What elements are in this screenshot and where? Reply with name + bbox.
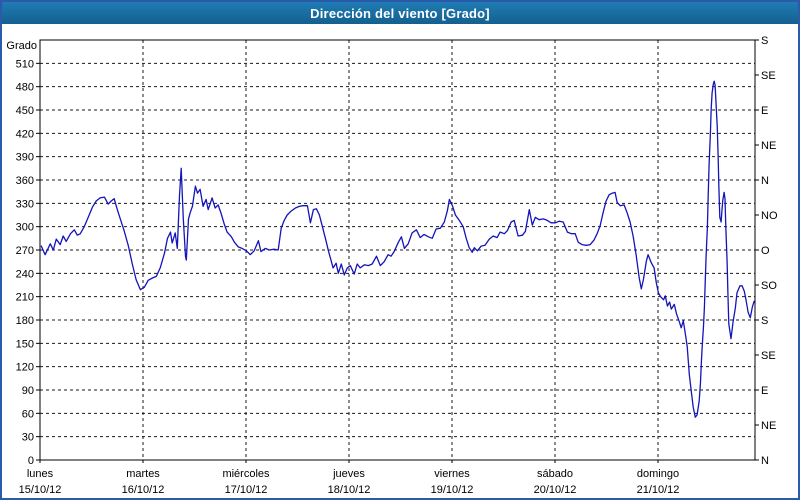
x-day-date-label: 20/10/12 [534,484,577,496]
title-bar: Dirección del viento [Grado] [2,2,798,24]
y-right-compass-label: E [761,105,768,117]
x-day-name-label: miércoles [222,468,270,480]
y-right-compass-label: S [761,35,768,47]
x-day-date-label: 16/10/12 [122,484,165,496]
x-day-name-label: jueves [332,468,365,480]
y-left-tick-label: 480 [16,82,34,94]
y-left-tick-label: 180 [16,315,34,327]
x-day-name-label: viernes [434,468,470,480]
y-left-tick-label: 270 [16,245,34,257]
y-right-compass-label: N [761,455,769,467]
y-left-tick-label: 60 [22,408,34,420]
wind-direction-series-line [40,80,755,418]
x-day-name-label: sábado [537,468,573,480]
x-day-date-label: 15/10/12 [19,484,62,496]
y-left-tick-label: 90 [22,385,34,397]
y-left-tick-label: 450 [16,105,34,117]
y-right-compass-label: O [761,245,770,257]
y-left-tick-label: 30 [22,432,34,444]
y-left-tick-label: 330 [16,198,34,210]
x-day-date-label: 18/10/12 [328,484,371,496]
x-day-date-label: 21/10/12 [637,484,680,496]
y-left-tick-label: 420 [16,128,34,140]
x-day-name-label: domingo [637,468,679,480]
y-right-compass-label: NO [761,210,778,222]
y-left-tick-label: 120 [16,362,34,374]
y-left-tick-label: 0 [28,455,34,467]
y-right-compass-label: NE [761,140,776,152]
y-right-compass-label: S [761,315,768,327]
y-right-compass-label: SE [761,70,776,82]
y-right-compass-label: SO [761,280,777,292]
y-axis-unit-label: Grado [6,40,37,52]
y-right-compass-label: NE [761,420,776,432]
x-day-date-label: 19/10/12 [431,484,474,496]
y-left-tick-label: 510 [16,58,34,70]
x-day-date-label: 17/10/12 [225,484,268,496]
y-right-compass-label: N [761,175,769,187]
y-right-compass-label: E [761,385,768,397]
x-day-name-label: lunes [27,468,54,480]
y-left-tick-label: 210 [16,292,34,304]
y-left-tick-label: 300 [16,222,34,234]
y-left-tick-label: 360 [16,175,34,187]
y-right-compass-label: SE [761,350,776,362]
y-left-tick-label: 240 [16,268,34,280]
x-day-name-label: martes [126,468,160,480]
y-left-tick-label: 150 [16,338,34,350]
y-left-tick-label: 390 [16,152,34,164]
chart-title: Dirección del viento [Grado] [310,5,490,21]
